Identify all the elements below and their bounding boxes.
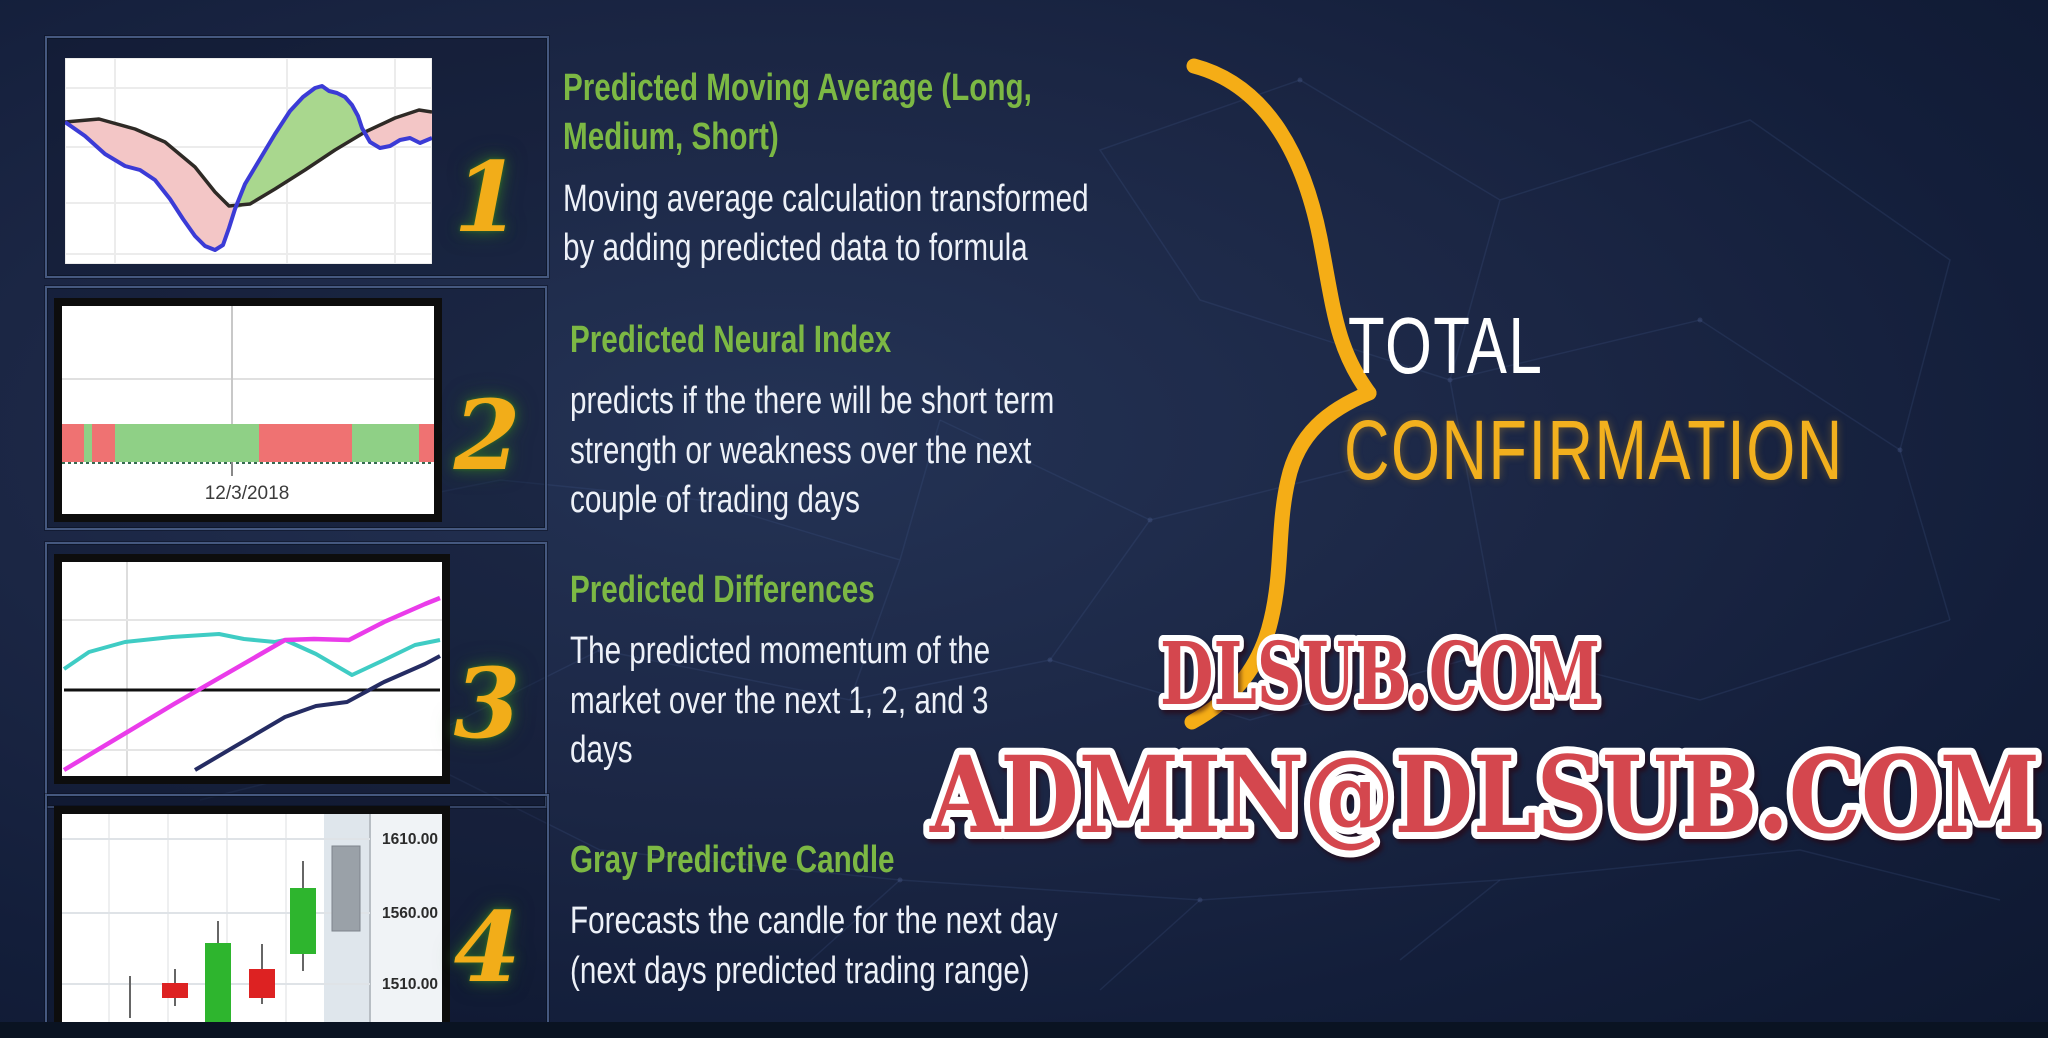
y-axis-label: 1610.00 bbox=[382, 831, 438, 848]
actual-ma-line bbox=[65, 108, 432, 208]
section-1-heading: Predicted Moving Average (Long, Medium, … bbox=[563, 67, 1032, 159]
panel-neural-index: 12/3/2018 2 bbox=[45, 286, 547, 530]
gray-predictive-candle bbox=[331, 845, 361, 932]
section-2-body: predicts if the there will be short term… bbox=[570, 380, 1055, 522]
section-3-text: Predicted Differences The predicted mome… bbox=[570, 566, 1038, 776]
predicted-ma-line bbox=[65, 84, 432, 252]
section-3-heading: Predicted Differences bbox=[570, 569, 875, 611]
section-3-body: The predicted momentum of the market ove… bbox=[570, 630, 991, 772]
section-2-heading: Predicted Neural Index bbox=[570, 319, 892, 361]
conclusion-confirmation: CONFIRMATION bbox=[1344, 403, 1844, 497]
panel-moving-average: 1 bbox=[45, 36, 549, 278]
neural-index-chart-thumbnail: 12/3/2018 bbox=[54, 298, 442, 522]
step-number-2: 2 bbox=[453, 379, 521, 492]
step-number-4: 4 bbox=[453, 891, 521, 1004]
watermark-site: DLSUB.COM bbox=[1160, 624, 1600, 725]
diff-line-2day bbox=[62, 595, 441, 772]
predictive-candle-chart-thumbnail: 1610.00 1560.00 1510.00 bbox=[54, 806, 450, 1031]
predicted-differences-chart-thumbnail bbox=[54, 554, 450, 784]
bullish-gap-fill bbox=[235, 86, 362, 209]
conclusion-total: TOTAL bbox=[1348, 301, 1544, 390]
step-number-1: 1 bbox=[453, 141, 521, 254]
y-axis-label: 1560.00 bbox=[382, 905, 438, 922]
bearish-gap-fill bbox=[65, 119, 235, 250]
panel-predictive-candle: 1610.00 1560.00 1510.00 4 bbox=[45, 794, 549, 1038]
section-1-body: Moving average calculation transformed b… bbox=[563, 177, 1089, 270]
neural-index-strip bbox=[62, 424, 434, 462]
bottom-edge-strip bbox=[0, 1022, 2048, 1038]
neural-index-date-label: 12/3/2018 bbox=[205, 483, 290, 504]
section-4-text: Gray Predictive Candle Forecasts the can… bbox=[570, 836, 1108, 996]
section-1-text: Predicted Moving Average (Long, Medium, … bbox=[563, 64, 1109, 274]
section-4-heading: Gray Predictive Candle bbox=[570, 839, 895, 881]
section-4-body: Forecasts the candle for the next day (n… bbox=[570, 900, 1058, 992]
moving-average-chart-thumbnail bbox=[65, 58, 432, 264]
y-axis-label: 1510.00 bbox=[382, 976, 438, 993]
diff-line-1day bbox=[62, 632, 441, 677]
panel-predicted-differences: 3 bbox=[45, 542, 547, 808]
diff-line-3day bbox=[193, 654, 441, 772]
section-2-text: Predicted Neural Index predicts if the t… bbox=[570, 316, 1077, 526]
step-number-3: 3 bbox=[453, 647, 521, 760]
candles bbox=[129, 845, 361, 1022]
